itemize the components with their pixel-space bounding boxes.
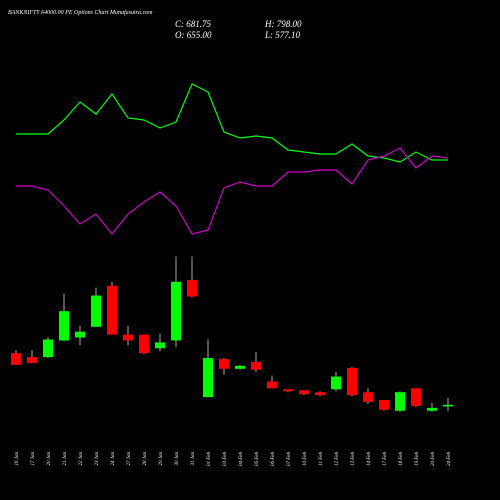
x-tick-label: 24 Jan [111, 452, 116, 466]
x-tick-label: 13 Feb [351, 452, 356, 467]
candle-body [203, 358, 213, 398]
x-tick-label: 17 Feb [383, 452, 388, 467]
candle-body [299, 390, 309, 395]
candle-body [395, 392, 405, 411]
x-tick-label: 18 Feb [399, 452, 404, 467]
low-label: L: 577.10 [264, 30, 301, 40]
candle-body [75, 331, 85, 338]
candle-body [267, 381, 277, 389]
candle-body [315, 392, 325, 396]
candle-body [363, 392, 373, 402]
x-tick-label: 19 Feb [415, 452, 420, 467]
x-tick-label: 12 Feb [335, 452, 340, 467]
candle-body [331, 376, 341, 390]
x-tick-label: 07 Feb [287, 452, 292, 467]
x-tick-label: 28 Jan [143, 452, 148, 466]
candle-body [171, 281, 181, 341]
candle-body [59, 311, 69, 341]
candle-body [411, 388, 421, 406]
candle-body [155, 342, 165, 349]
candle-body [251, 361, 261, 370]
candle-body [139, 334, 149, 354]
x-tick-label: 20 Jan [47, 452, 52, 466]
x-tick-label: 04 Feb [239, 452, 244, 467]
candle-body [347, 367, 357, 396]
x-tick-label: 22 Jan [79, 452, 84, 466]
x-tick-label: 11 Feb [319, 452, 324, 466]
x-tick-label: 24 Feb [447, 452, 452, 467]
candle-body [43, 339, 53, 358]
x-tick-label: 23 Jan [95, 452, 100, 466]
x-tick-label: 05 Feb [255, 452, 260, 467]
x-tick-label: 27 Jan [127, 452, 132, 466]
x-tick-label: 20 Feb [431, 452, 436, 467]
candle-body [219, 359, 229, 369]
x-tick-label: 29 Jan [159, 452, 164, 466]
high-label: H: 798.00 [264, 19, 302, 29]
x-tick-label: 10 Feb [303, 452, 308, 467]
open-label: O: 655.00 [175, 30, 212, 40]
x-tick-label: 03 Feb [223, 452, 228, 467]
candle-body [91, 295, 101, 327]
x-tick-label: 31 Jan [191, 452, 196, 466]
chart-title: BANKNIFTY 64000.00 PE Options Chart Muna… [8, 9, 153, 16]
candle-body [11, 353, 21, 365]
x-tick-label: 01 Feb [207, 452, 212, 467]
x-tick-label: 21 Jan [63, 452, 68, 466]
candle-body [379, 400, 389, 410]
candle-body [443, 404, 453, 407]
candle-body [187, 279, 197, 297]
x-tick-label: 06 Feb [271, 452, 276, 467]
candle-body [107, 285, 117, 335]
x-tick-label: 30 Jan [175, 452, 180, 466]
candle-body [27, 357, 37, 363]
candle-body [427, 407, 437, 411]
x-tick-label: 17 Jan [31, 452, 36, 466]
candle-body [235, 365, 245, 369]
indicator-line [16, 147, 449, 235]
candle-body [123, 334, 133, 341]
close-label: C: 681.75 [175, 19, 212, 29]
x-tick-label: 14 Feb [367, 452, 372, 467]
candle-body [283, 389, 293, 392]
indicator-line [16, 83, 448, 163]
x-tick-label: 16 Jan [15, 452, 20, 466]
